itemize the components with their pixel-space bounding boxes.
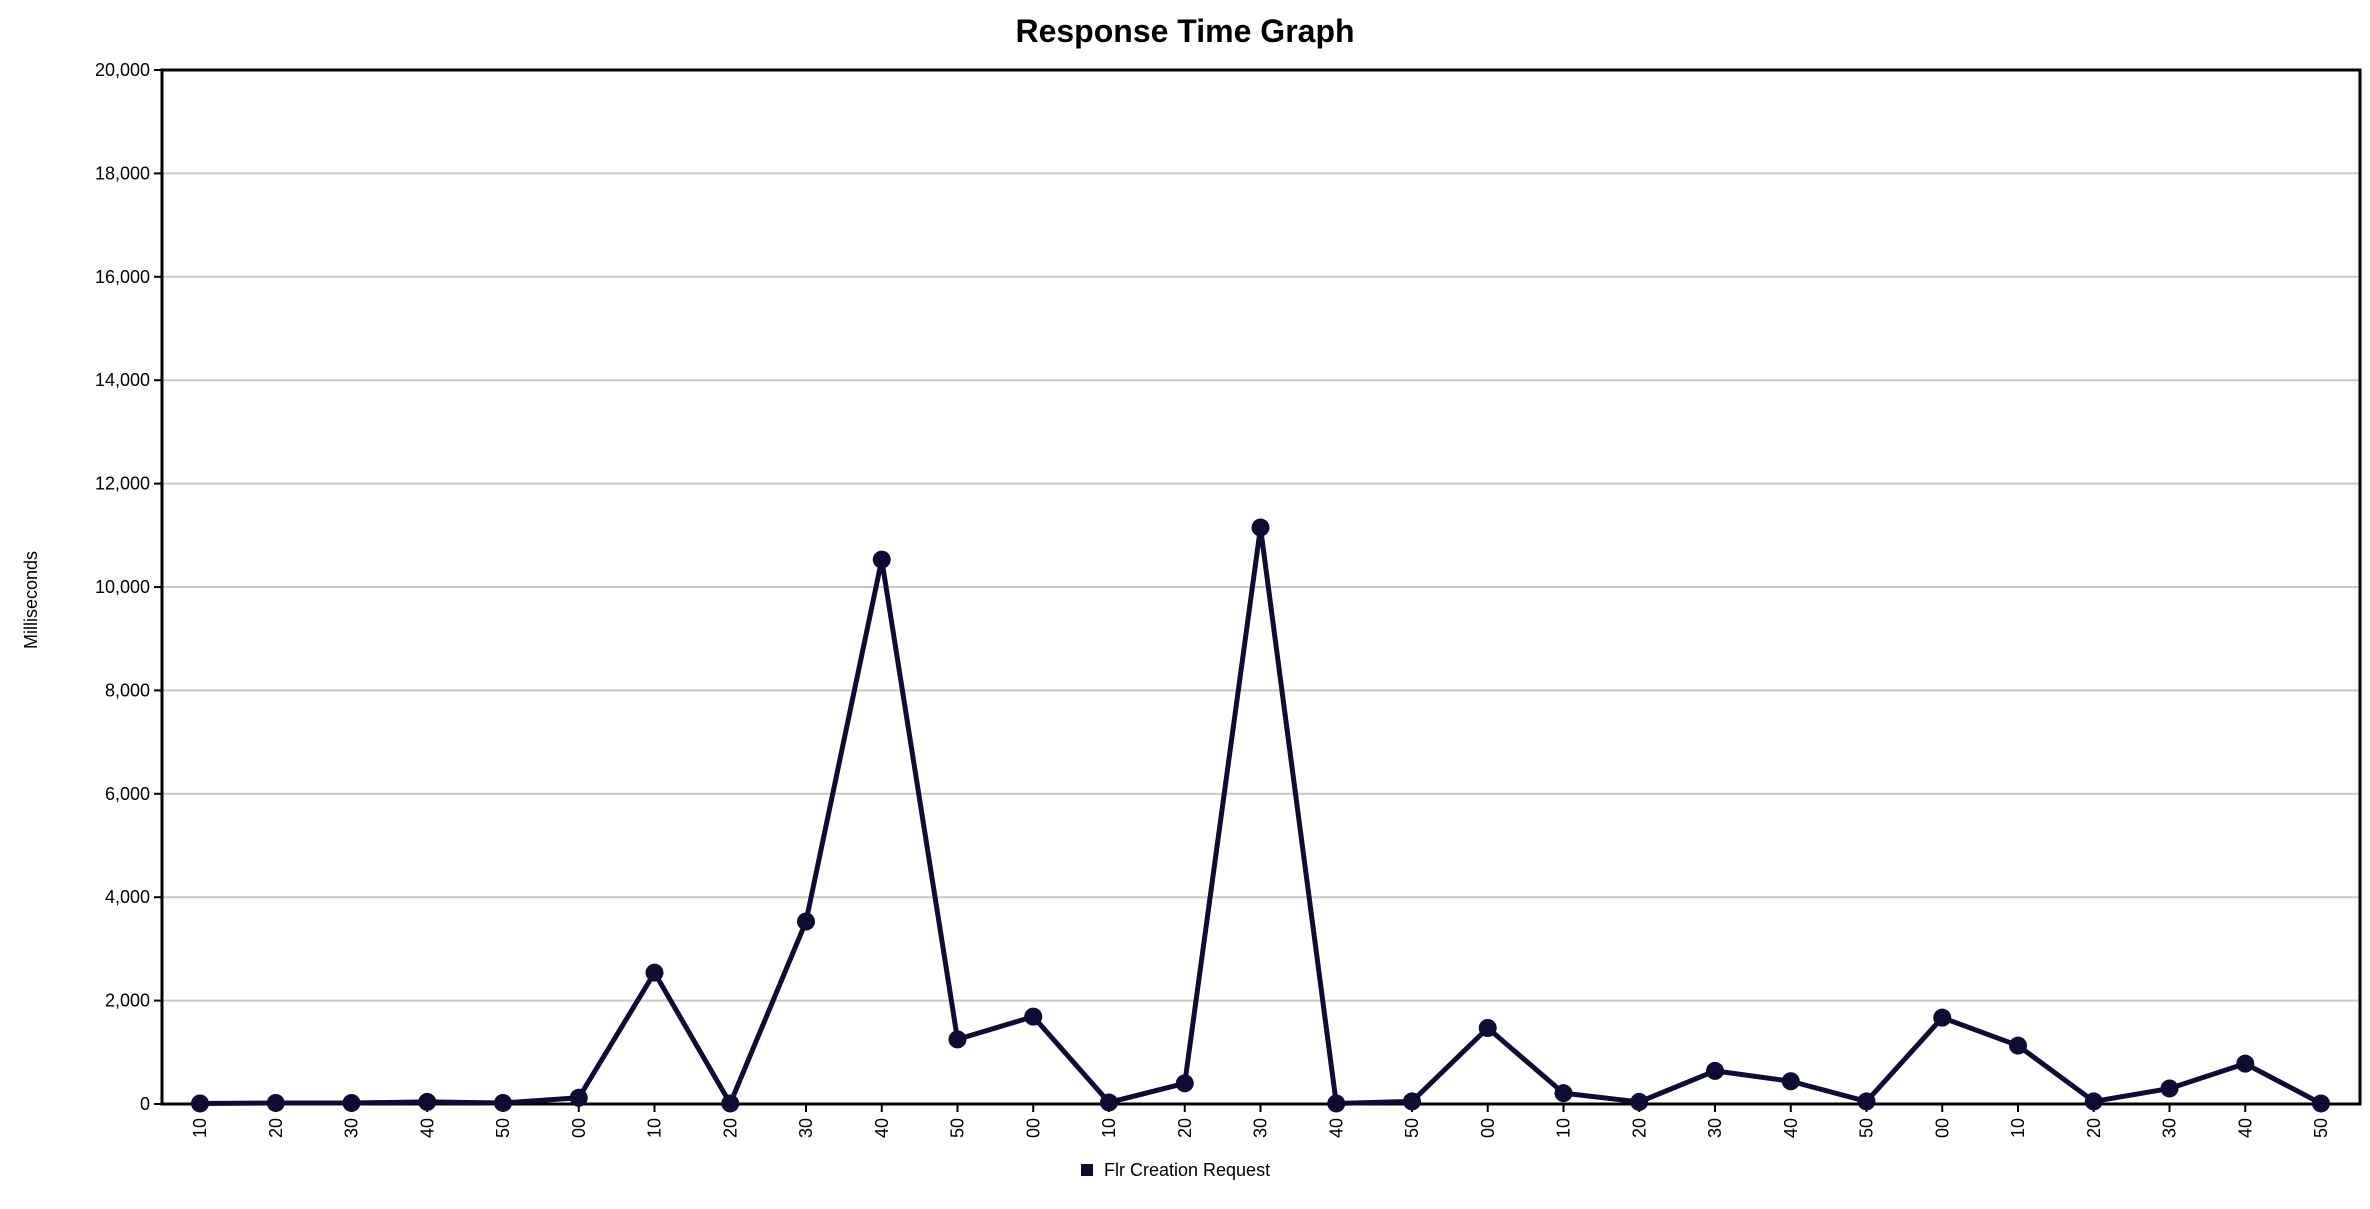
x-tick-label: 00	[1023, 1118, 1043, 1138]
data-point	[721, 1094, 740, 1113]
x-tick-label: 20	[1629, 1118, 1649, 1138]
x-tick-label: 20	[266, 1118, 286, 1138]
y-tick-label: 16,000	[95, 267, 150, 287]
y-tick-label: 10,000	[95, 577, 150, 597]
x-tick-label: 20	[720, 1118, 740, 1138]
x-tick-label: 10	[190, 1118, 210, 1138]
x-tick-label: 40	[417, 1118, 437, 1138]
data-point	[1403, 1092, 1421, 1111]
y-axis-label: Milliseconds	[21, 551, 41, 649]
data-point	[645, 963, 664, 982]
y-tick-label: 14,000	[95, 370, 150, 390]
chart-title: Response Time Graph	[1015, 13, 1354, 49]
x-tick-label: 30	[1705, 1118, 1725, 1138]
data-point	[266, 1093, 285, 1112]
y-axis-ticks: 0 2,000 4,000 6,000 8,000 10,000 12,000 14,000 1…	[95, 60, 162, 1114]
series-layer	[191, 518, 2330, 1113]
y-tick-label: 12,000	[95, 474, 150, 494]
y-tick-label: 18,000	[95, 163, 150, 183]
x-tick-label: 40	[2235, 1118, 2255, 1138]
x-tick-label: 00	[1932, 1118, 1952, 1138]
y-tick-label: 2,000	[105, 991, 150, 1011]
data-point	[1100, 1093, 1118, 1112]
data-point	[1706, 1061, 1724, 1080]
data-point	[191, 1094, 209, 1113]
x-tick-label: 40	[1781, 1118, 1801, 1138]
x-tick-label: 10	[2008, 1118, 2028, 1138]
y-tick-label: 6,000	[105, 784, 150, 804]
legend-label: Flr Creation Request	[1104, 1160, 1270, 1180]
x-tick-label: 30	[1251, 1118, 1271, 1138]
x-tick-label: 30	[2160, 1118, 2180, 1138]
plot-area-frame	[160, 68, 2362, 1106]
data-point	[2084, 1092, 2103, 1111]
x-tick-label: 30	[796, 1118, 816, 1138]
data-point	[2312, 1094, 2330, 1113]
x-tick-label: 40	[1326, 1118, 1346, 1138]
x-tick-label: 00	[569, 1118, 589, 1138]
data-point	[948, 1030, 967, 1049]
data-point	[1857, 1092, 1876, 1111]
x-tick-label: 20	[1175, 1118, 1195, 1138]
data-point	[1478, 1019, 1497, 1038]
x-tick-label: 50	[1857, 1118, 1877, 1138]
x-tick-label: 50	[493, 1118, 513, 1138]
x-tick-label: 10	[645, 1118, 665, 1138]
x-tick-label: 00	[1478, 1118, 1498, 1138]
series-line	[199, 525, 2323, 1106]
y-tick-label: 0	[140, 1094, 150, 1114]
data-point	[418, 1092, 437, 1111]
x-tick-label: 10	[1554, 1118, 1574, 1138]
x-axis-ticks: 10 20 30 40 50 00 10 20 30 40 50 00 10 20 30 40 50 00 10 20…	[190, 1104, 2331, 1138]
data-point	[569, 1088, 588, 1107]
x-tick-label: 30	[342, 1118, 362, 1138]
y-tick-label: 4,000	[105, 887, 150, 907]
data-point	[494, 1093, 512, 1112]
x-tick-label: 10	[1099, 1118, 1119, 1138]
data-point	[1781, 1072, 1800, 1091]
legend-swatch	[1081, 1164, 1093, 1176]
data-point	[342, 1093, 361, 1112]
x-tick-label: 20	[2084, 1118, 2104, 1138]
data-point	[1630, 1092, 1649, 1111]
data-point	[1327, 1094, 1346, 1113]
data-point	[872, 550, 891, 569]
x-tick-label: 40	[872, 1118, 892, 1138]
data-point	[1554, 1084, 1573, 1103]
data-point	[2236, 1054, 2255, 1073]
x-tick-label: 50	[1402, 1118, 1422, 1138]
data-point	[2160, 1079, 2179, 1098]
x-tick-label: 50	[2311, 1118, 2331, 1138]
data-point	[797, 912, 815, 931]
legend: Flr Creation Request	[1081, 1160, 1270, 1180]
data-point	[2009, 1036, 2027, 1055]
y-tick-label: 8,000	[105, 680, 150, 700]
data-point	[1024, 1007, 1043, 1026]
gridlines	[162, 172, 2360, 1002]
data-point	[1251, 518, 1270, 537]
data-point	[1175, 1074, 1194, 1093]
x-tick-label: 50	[948, 1118, 968, 1138]
data-point	[1933, 1008, 1952, 1027]
y-tick-label: 20,000	[95, 60, 150, 80]
